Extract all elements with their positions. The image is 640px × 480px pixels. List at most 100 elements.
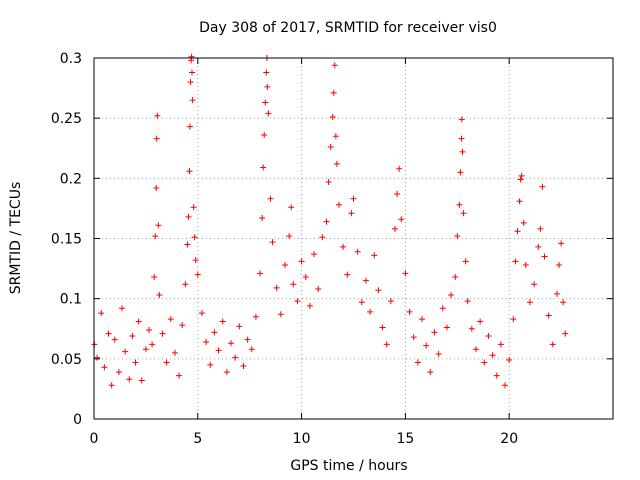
- data-point: [261, 132, 268, 139]
- data-point: [457, 169, 464, 176]
- data-point: [163, 359, 170, 366]
- data-point: [111, 336, 118, 343]
- tick-labels: 0 5 10 15 20 0 0.05 0.1 0.15 0.2 0.25 0.3: [51, 51, 518, 447]
- y-tick-label: 0: [73, 412, 82, 428]
- data-point: [489, 352, 496, 359]
- data-point: [152, 233, 159, 240]
- data-point: [497, 341, 504, 348]
- data-point: [414, 359, 421, 366]
- data-point: [537, 225, 544, 232]
- data-point: [151, 274, 158, 281]
- data-point: [340, 243, 347, 250]
- data-point: [358, 299, 365, 306]
- data-point: [176, 372, 183, 379]
- data-point: [493, 372, 500, 379]
- data-point: [472, 346, 479, 353]
- data-point: [458, 116, 465, 123]
- data-point: [156, 292, 163, 299]
- data-point: [101, 364, 108, 371]
- plot-frame: [93, 57, 614, 420]
- y-tick-label: 0.2: [60, 171, 82, 187]
- data-point: [549, 341, 556, 348]
- data-point: [319, 234, 326, 241]
- data-point: [323, 218, 330, 225]
- data-point: [215, 347, 222, 354]
- data-point: [189, 97, 196, 104]
- data-point: [263, 69, 270, 76]
- x-axis-label: GPS time / hours: [290, 458, 407, 474]
- data-point: [396, 165, 403, 172]
- data-point: [427, 369, 434, 376]
- data-point: [379, 324, 386, 331]
- data-point: [335, 201, 342, 208]
- data-point: [330, 89, 337, 96]
- data-point: [290, 281, 297, 288]
- data-point: [135, 318, 142, 325]
- data-point: [526, 299, 533, 306]
- data-point: [262, 99, 269, 106]
- data-point: [531, 281, 538, 288]
- data-point: [423, 342, 430, 349]
- x-tick-label: 5: [193, 431, 202, 447]
- data-point: [348, 210, 355, 217]
- data-point: [387, 298, 394, 305]
- data-point: [186, 168, 193, 175]
- data-point: [269, 239, 276, 246]
- data-point: [456, 201, 463, 208]
- x-tick-label: 10: [293, 431, 311, 447]
- data-point: [460, 210, 467, 217]
- data-point: [228, 340, 235, 347]
- data-point: [211, 329, 218, 336]
- data-point: [516, 198, 523, 205]
- data-point: [329, 113, 336, 120]
- data-point: [398, 216, 405, 223]
- data-point: [207, 361, 214, 368]
- data-point: [410, 334, 417, 341]
- data-point: [458, 135, 465, 142]
- data-point: [194, 271, 201, 278]
- data-point: [520, 219, 527, 226]
- data-point: [481, 359, 488, 366]
- data-points: [91, 53, 569, 389]
- data-point: [302, 274, 309, 281]
- data-point: [556, 261, 563, 268]
- x-tick-label: 0: [90, 431, 99, 447]
- data-point: [354, 248, 361, 255]
- data-point: [375, 287, 382, 294]
- data-point: [333, 160, 340, 167]
- data-point: [188, 69, 195, 76]
- data-point: [126, 376, 133, 383]
- data-point: [468, 325, 475, 332]
- data-point: [332, 133, 339, 140]
- data-point: [232, 354, 239, 361]
- data-point: [184, 241, 191, 248]
- data-point: [452, 274, 459, 281]
- data-point: [129, 332, 136, 339]
- data-point: [119, 305, 126, 312]
- data-point: [477, 318, 484, 325]
- grid-lines: [94, 58, 613, 419]
- data-point: [331, 62, 338, 69]
- data-point: [187, 79, 194, 86]
- y-tick-label: 0.05: [51, 352, 82, 368]
- data-point: [439, 305, 446, 312]
- data-point: [406, 308, 413, 315]
- data-point: [167, 316, 174, 323]
- y-tick-label: 0.3: [60, 51, 82, 67]
- data-point: [506, 357, 513, 364]
- data-point: [535, 243, 542, 250]
- data-point: [108, 382, 115, 389]
- data-point: [371, 252, 378, 259]
- data-point: [260, 164, 267, 171]
- data-point: [517, 176, 524, 183]
- data-point: [273, 284, 280, 291]
- data-point: [188, 53, 195, 60]
- data-point: [244, 336, 251, 343]
- data-point: [281, 261, 288, 268]
- data-point: [502, 382, 509, 389]
- data-point: [512, 258, 519, 265]
- data-point: [459, 148, 466, 155]
- data-point: [105, 330, 112, 337]
- data-point: [94, 354, 101, 361]
